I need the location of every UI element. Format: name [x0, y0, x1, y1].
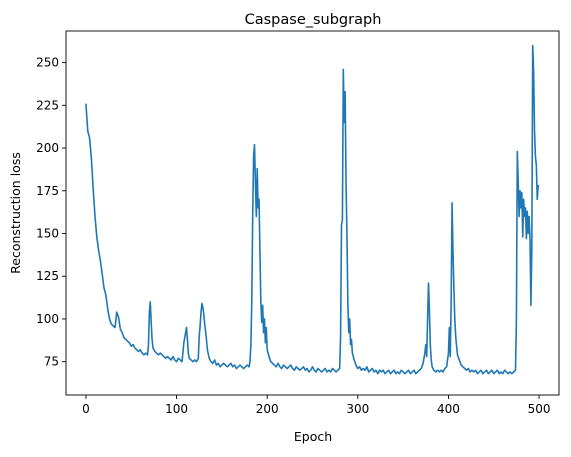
plot-area — [65, 30, 560, 396]
x-tick-label: 500 — [528, 402, 551, 416]
y-tick-label: 125 — [36, 269, 59, 283]
y-tick-label: 200 — [36, 141, 59, 155]
x-tick-label: 300 — [346, 402, 369, 416]
chart-title: Caspase_subgraph — [245, 12, 382, 28]
x-tick-label: 400 — [437, 402, 460, 416]
x-axis-label: Epoch — [294, 429, 332, 444]
series-line-0 — [85, 44, 540, 375]
y-tick-label: 175 — [36, 184, 59, 198]
plot-frame — [65, 30, 560, 396]
y-tick-label: 250 — [36, 56, 59, 70]
x-tick-label: 100 — [165, 402, 188, 416]
y-axis-label: Reconstruction loss — [8, 152, 23, 274]
y-tick-label: 225 — [36, 98, 59, 112]
y-tick-label: 150 — [36, 227, 59, 241]
x-tick-label: 0 — [82, 402, 90, 416]
y-tick-label: 75 — [44, 355, 59, 369]
x-tick-label: 200 — [256, 402, 279, 416]
y-tick-label: 100 — [36, 312, 59, 326]
ticks: 0 100 200 300 400 500 75 100 125 150 175 200 225 250 — [36, 56, 550, 416]
